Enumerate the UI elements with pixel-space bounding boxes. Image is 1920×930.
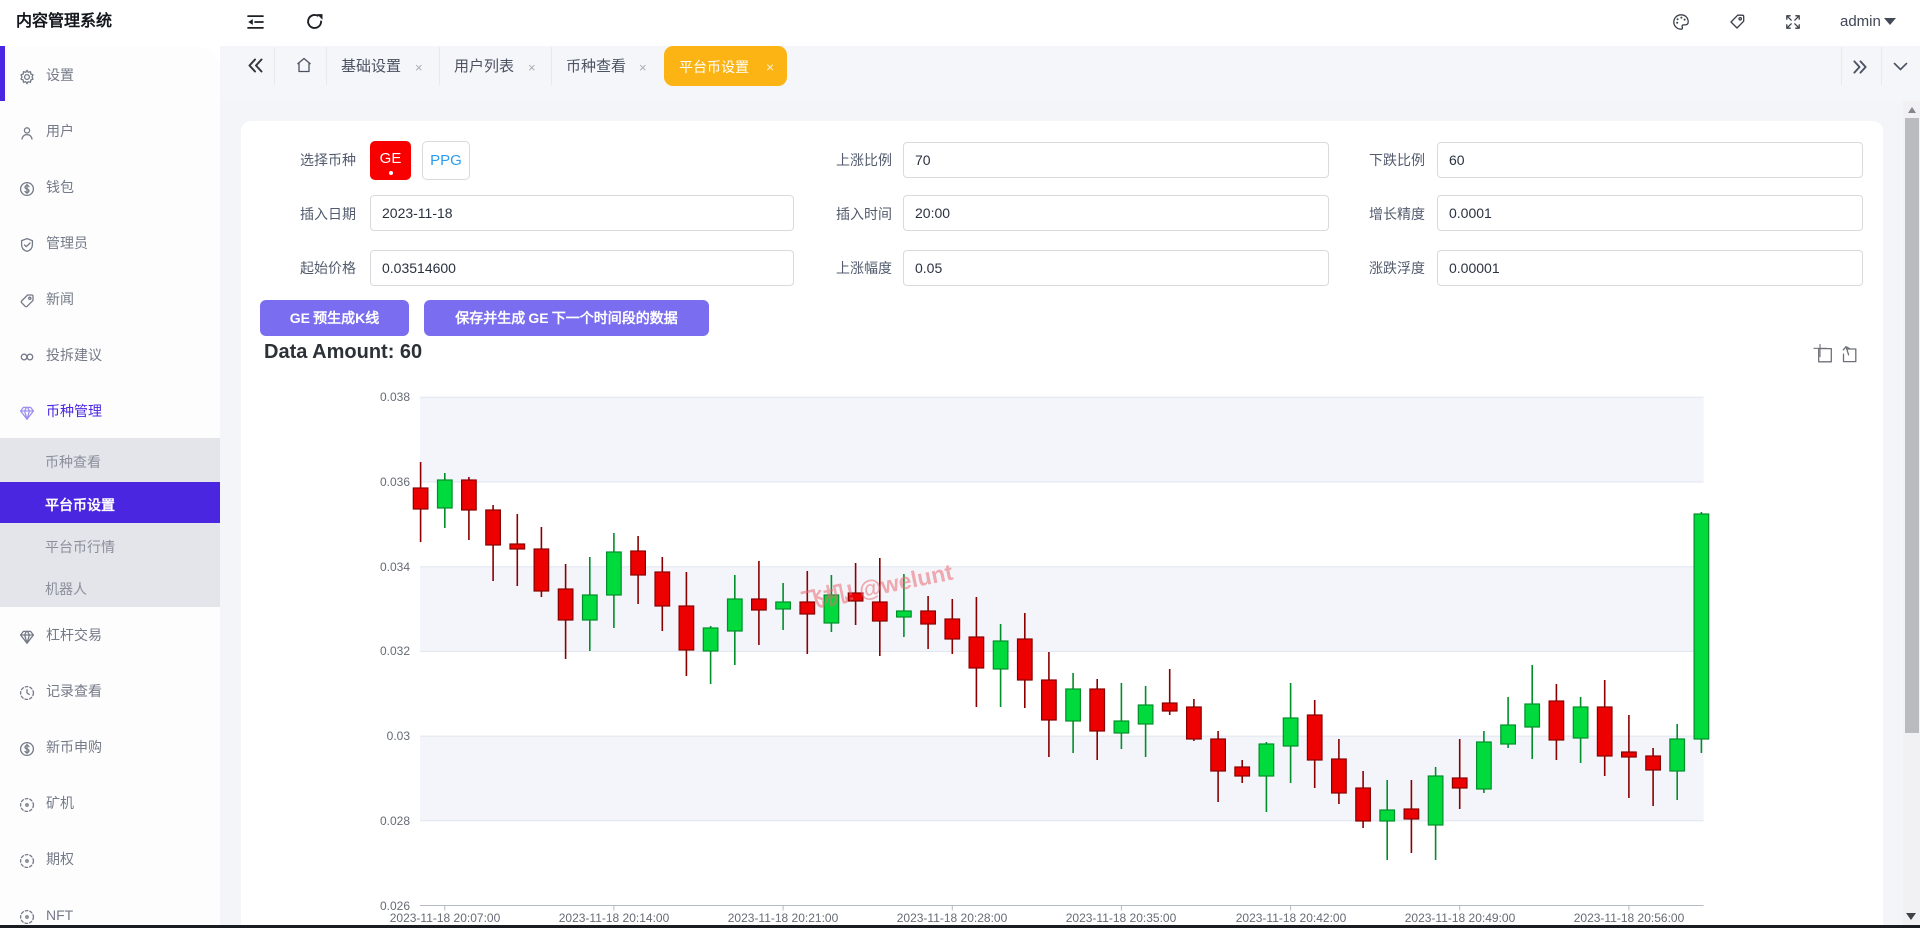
svg-text:0.038: 0.038 bbox=[380, 390, 410, 404]
svg-text:0.036: 0.036 bbox=[380, 475, 410, 489]
svg-text:2023-11-18 20:28:00: 2023-11-18 20:28:00 bbox=[897, 911, 1008, 925]
svg-text:2023-11-18 20:14:00: 2023-11-18 20:14:00 bbox=[559, 911, 670, 925]
svg-text:2023-11-18 20:49:00: 2023-11-18 20:49:00 bbox=[1405, 911, 1516, 925]
svg-text:2023-11-18 20:56:00: 2023-11-18 20:56:00 bbox=[1574, 911, 1685, 925]
svg-text:0.032: 0.032 bbox=[380, 644, 410, 658]
svg-text:0.026: 0.026 bbox=[380, 899, 410, 913]
svg-text:2023-11-18 20:07:00: 2023-11-18 20:07:00 bbox=[390, 911, 501, 925]
svg-text:0.028: 0.028 bbox=[380, 814, 410, 828]
svg-text:0.034: 0.034 bbox=[380, 560, 410, 574]
svg-text:2023-11-18 20:21:00: 2023-11-18 20:21:00 bbox=[728, 911, 839, 925]
svg-text:0.03: 0.03 bbox=[387, 729, 411, 743]
svg-text:2023-11-18 20:35:00: 2023-11-18 20:35:00 bbox=[1066, 911, 1177, 925]
svg-text:2023-11-18 20:42:00: 2023-11-18 20:42:00 bbox=[1236, 911, 1347, 925]
